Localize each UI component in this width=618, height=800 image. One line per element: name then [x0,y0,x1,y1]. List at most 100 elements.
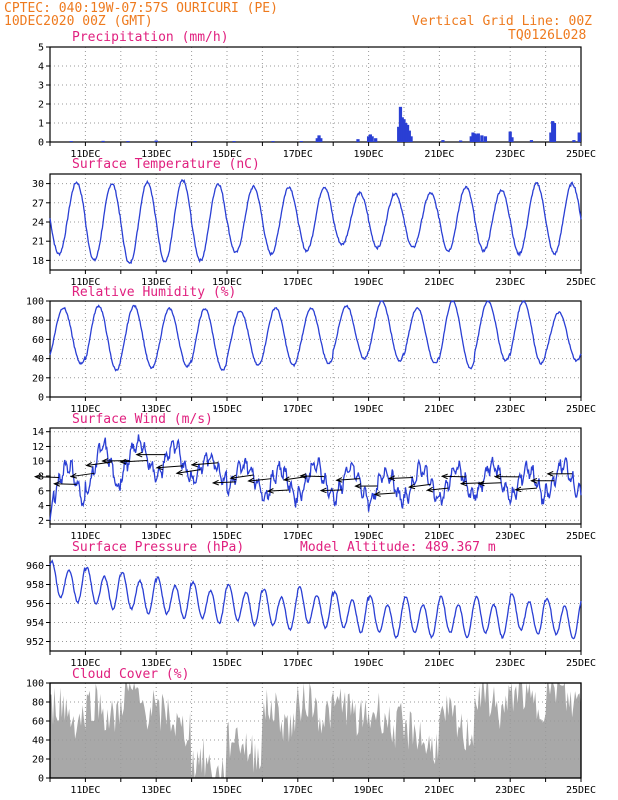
x-tick-label: 19DEC [354,404,384,415]
cloud-cover-panel: Cloud Cover (%) 0 20 40 60 80 100 11DEC 13DEC 15… [26,667,596,796]
y-tick-label: 0 [38,393,44,404]
wind-arrow [374,492,396,495]
temperature-title: Surface Temperature (nC) [72,157,260,172]
x-tick-label: 23DEC [495,277,525,288]
y-tick-label: 5 [38,43,44,54]
precip-bar [126,141,130,142]
wind-arrow-head [135,451,143,458]
precip-bar [299,141,303,142]
header-station: CPTEC: 040:19W-07:57S OURICURI (PE) [4,1,278,16]
x-tick-label: 13DEC [141,658,171,669]
wind-title: Surface Wind (m/s) [72,412,213,427]
x-tick-label: 15DEC [212,277,242,288]
wind-arrow-head [426,486,434,493]
plot-frame [49,682,582,779]
x-tick-label: 25DEC [566,658,596,669]
x-tick-label: 21DEC [424,658,454,669]
y-tick-label: 20 [32,373,44,384]
wind-arrow-head [319,487,327,494]
wind-arrow [248,478,272,482]
humidity-panel: Relative Humidity (%) 0 20 40 60 80 100 11DEC 1… [26,285,596,415]
x-tick-label: 17DEC [283,658,313,669]
y-tick-label: 40 [32,354,44,365]
wind-arrow-head [546,471,554,477]
header-grid-note: Vertical Grid Line: 00Z [412,14,592,29]
wind-arrow [409,483,431,488]
x-tick-label: 19DEC [354,658,384,669]
x-tick-label: 19DEC [354,785,384,796]
precip-bar [368,134,372,142]
x-tick-label: 13DEC [141,785,171,796]
x-tick-label: 11DEC [70,785,100,796]
wind-arrow-head [373,491,381,497]
x-tick-label: 21DEC [424,404,454,415]
wind-arrow [300,475,325,478]
wind-arrow [157,465,183,469]
wind-arrow-head [387,475,396,482]
x-tick-label: 23DEC [495,658,525,669]
plot-frame [49,427,582,525]
y-tick-label: 3 [38,81,44,92]
precip-bar [473,133,477,142]
precip-bar [101,140,105,142]
x-tick-label: 13DEC [141,149,171,160]
wind-arrow-head [514,486,522,493]
wind-arrow-head [53,481,61,487]
precip-bar [529,140,534,142]
wind-arrow-head [247,477,255,484]
humidity-line [49,299,582,372]
x-tick-label: 25DEC [566,404,596,415]
wind-arrow-head [175,469,183,476]
y-tick-label: 40 [32,736,44,747]
y-tick-label: 954 [26,618,44,629]
wind-arrow [176,469,201,474]
precip-bar [441,140,445,142]
y-tick-label: 6 [38,486,44,497]
pressure-line [49,559,582,640]
wind-arrow-head [229,474,237,481]
wind-arrow-head [33,474,42,480]
x-tick-label: 23DEC [495,404,525,415]
header-model-id: TQ0126L028 [508,28,586,43]
y-tick-label: 956 [26,599,44,610]
precip-bar [469,136,473,142]
x-tick-label: 13DEC [141,277,171,288]
precip-bar [366,136,371,142]
precip-bar [69,141,73,142]
y-tick-label: 10 [32,457,44,468]
x-tick-label: 11DEC [70,277,100,288]
x-tick-label: 17DEC [283,404,313,415]
precip-bar [572,140,576,142]
temperature-line [49,178,582,265]
precip-bar [397,126,401,142]
x-tick-label: 15DEC [212,531,242,542]
model-altitude-label: Model Altitude: 489.367 m [300,540,496,555]
pressure-title: Surface Pressure (hPa) [72,540,244,555]
x-tick-label: 11DEC [70,404,100,415]
wind-arrow-head [335,477,343,483]
x-tick-label: 17DEC [283,149,313,160]
wind-speed-line [49,434,582,521]
precip-bar [271,141,275,142]
wind-arrow [191,462,219,466]
wind-arrow-head [477,480,485,487]
y-tick-label: 100 [26,679,44,690]
x-tick-label: 11DEC [70,658,100,669]
wind-arrow [336,478,360,481]
x-tick-label: 15DEC [212,149,242,160]
y-tick-label: 14 [32,427,44,438]
precip-bar [356,139,360,142]
precip-bar [400,117,404,142]
wind-arrow [389,476,413,479]
precip-bar [549,132,553,142]
y-tick-label: 2 [38,100,44,111]
x-tick-label: 25DEC [566,277,596,288]
y-tick-label: 952 [26,637,44,648]
precip-bar [508,131,512,142]
y-tick-label: 30 [32,179,44,190]
plot-frame [49,300,582,398]
wind-arrow [267,489,289,492]
precip-bar [154,140,158,142]
precip-bar [459,140,463,142]
